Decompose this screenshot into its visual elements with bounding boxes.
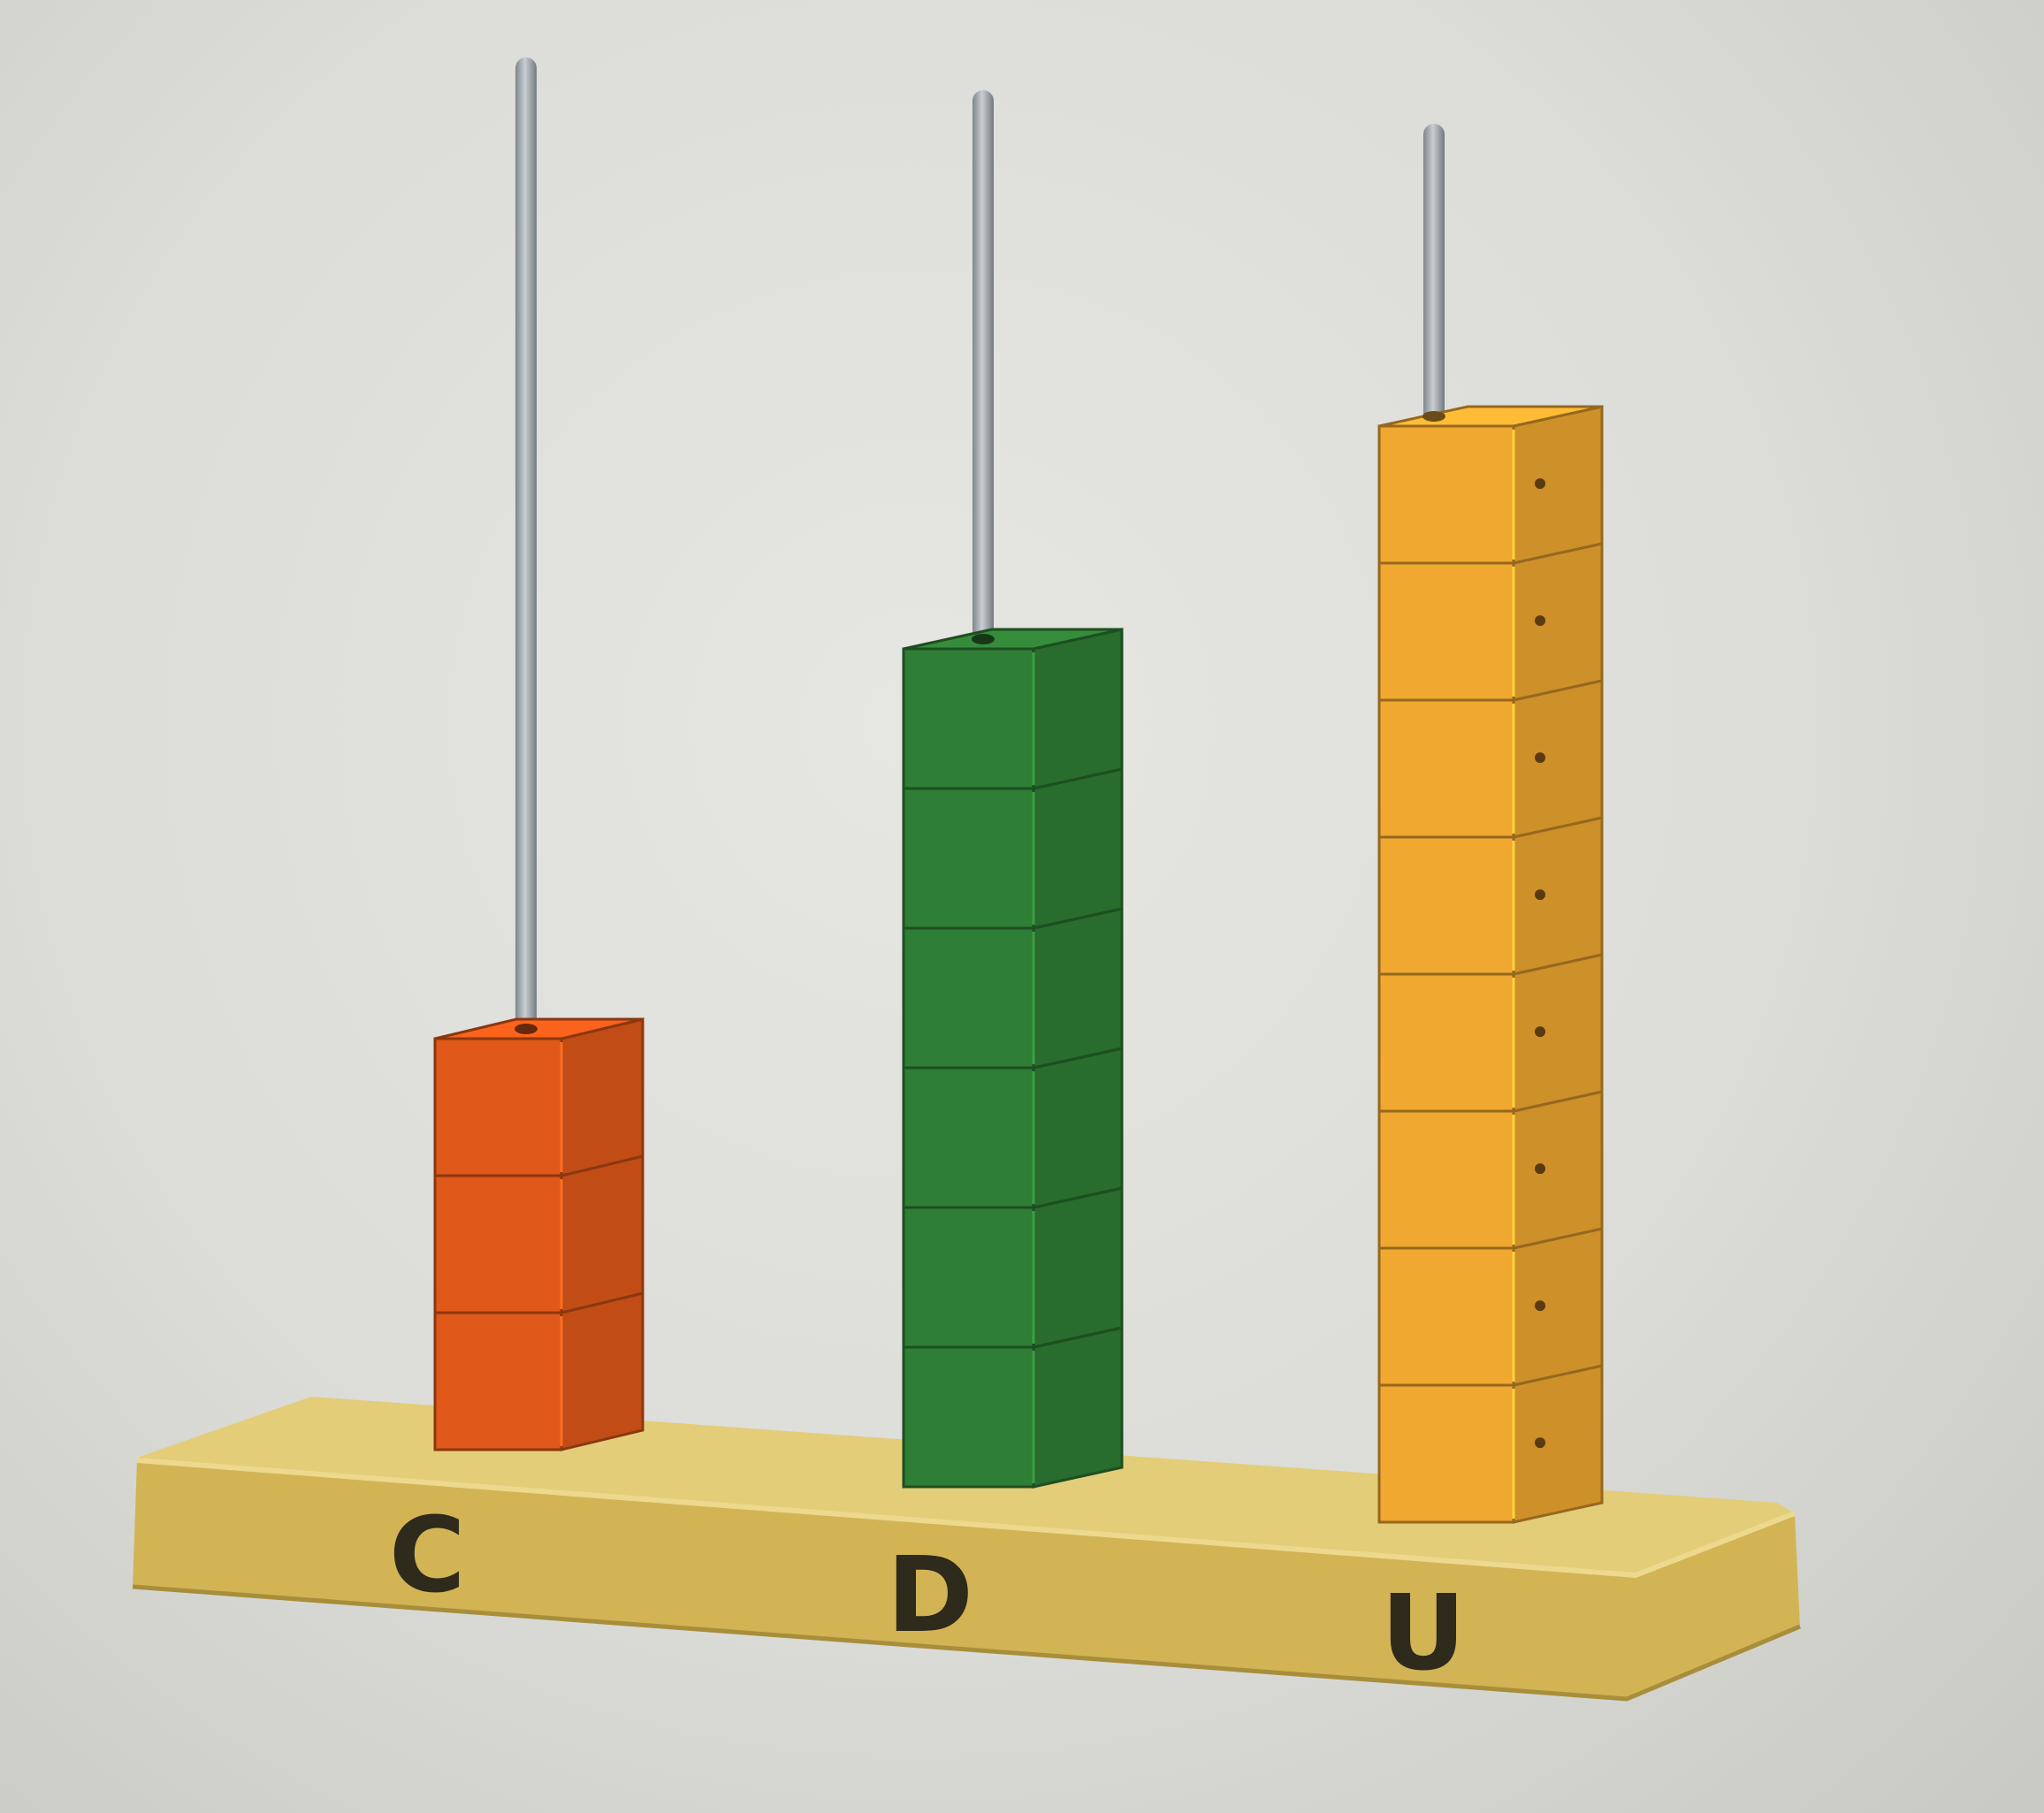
bead-c-3 [433, 1017, 644, 1177]
bead-u-6 [1377, 679, 1604, 839]
abacus-rods [515, 57, 1445, 1047]
place-label-u: U [1381, 1572, 1466, 1694]
bead-u-5 [1377, 816, 1604, 976]
bead-u-3 [1377, 1090, 1604, 1250]
bead-d-3 [902, 1047, 1124, 1209]
bead-d-4 [902, 907, 1124, 1070]
bead-stack-c [433, 1017, 644, 1451]
bead-c-2 [433, 1154, 644, 1314]
bead-stack-top-d [903, 628, 1123, 651]
bead-u-8 [1377, 405, 1604, 565]
bead-stack-u [1377, 405, 1604, 1524]
bead-d-1 [902, 1326, 1124, 1489]
rod-d [972, 90, 994, 658]
rod-u [1423, 124, 1445, 435]
rod-c [515, 57, 537, 1047]
bead-c-1 [433, 1291, 644, 1451]
bead-u-2 [1377, 1227, 1604, 1387]
bead-u-4 [1377, 953, 1604, 1113]
base-front-face [133, 1460, 1800, 1699]
place-label-d: D [887, 1534, 973, 1656]
bead-stack-top-c [434, 1017, 644, 1040]
bead-d-5 [902, 767, 1124, 930]
bead-stack-d [902, 628, 1124, 1489]
bead-d-6 [902, 628, 1124, 790]
bead-d-2 [902, 1186, 1124, 1349]
bead-stacks [433, 405, 1604, 1524]
place-label-c: C [389, 1494, 466, 1616]
bead-u-1 [1377, 1364, 1604, 1524]
bead-u-7 [1377, 542, 1604, 702]
